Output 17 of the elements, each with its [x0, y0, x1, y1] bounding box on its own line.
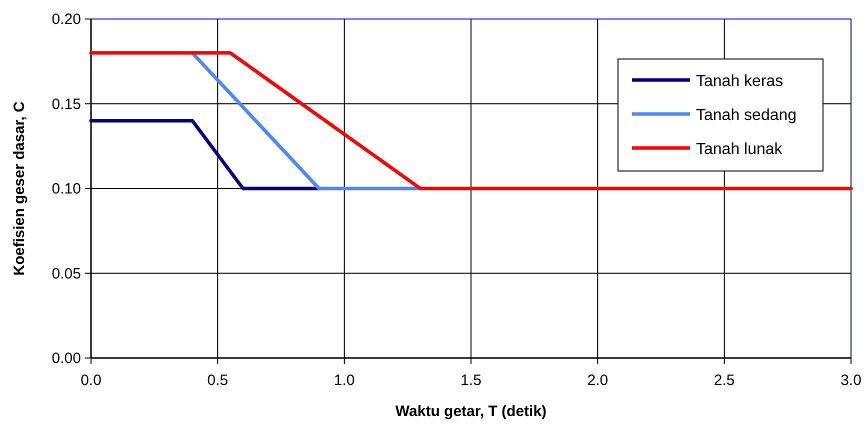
x-tick-label: 0.0	[80, 372, 102, 389]
legend-label: Tanah lunak	[696, 141, 784, 158]
x-axis-title: Waktu getar, T (detik)	[395, 403, 547, 420]
x-tick-label: 1.0	[334, 372, 355, 389]
y-tick-label: 0.00	[52, 350, 81, 367]
legend-label: Tanah sedang	[696, 107, 797, 124]
y-axis-title: Koefisien geser dasar, C	[11, 101, 28, 276]
y-tick-label: 0.20	[52, 11, 81, 28]
x-tick-label: 2.5	[714, 372, 735, 389]
x-tick-label: 1.5	[460, 372, 482, 389]
x-tick-label: 0.5	[207, 372, 228, 389]
x-tick-label: 3.0	[840, 372, 862, 389]
y-tick-label: 0.10	[52, 180, 81, 198]
legend-label: Tanah keras	[696, 73, 784, 90]
x-tick-label: 2.0	[587, 372, 608, 389]
y-tick-label: 0.05	[52, 265, 81, 282]
y-tick-label: 0.15	[52, 96, 81, 113]
